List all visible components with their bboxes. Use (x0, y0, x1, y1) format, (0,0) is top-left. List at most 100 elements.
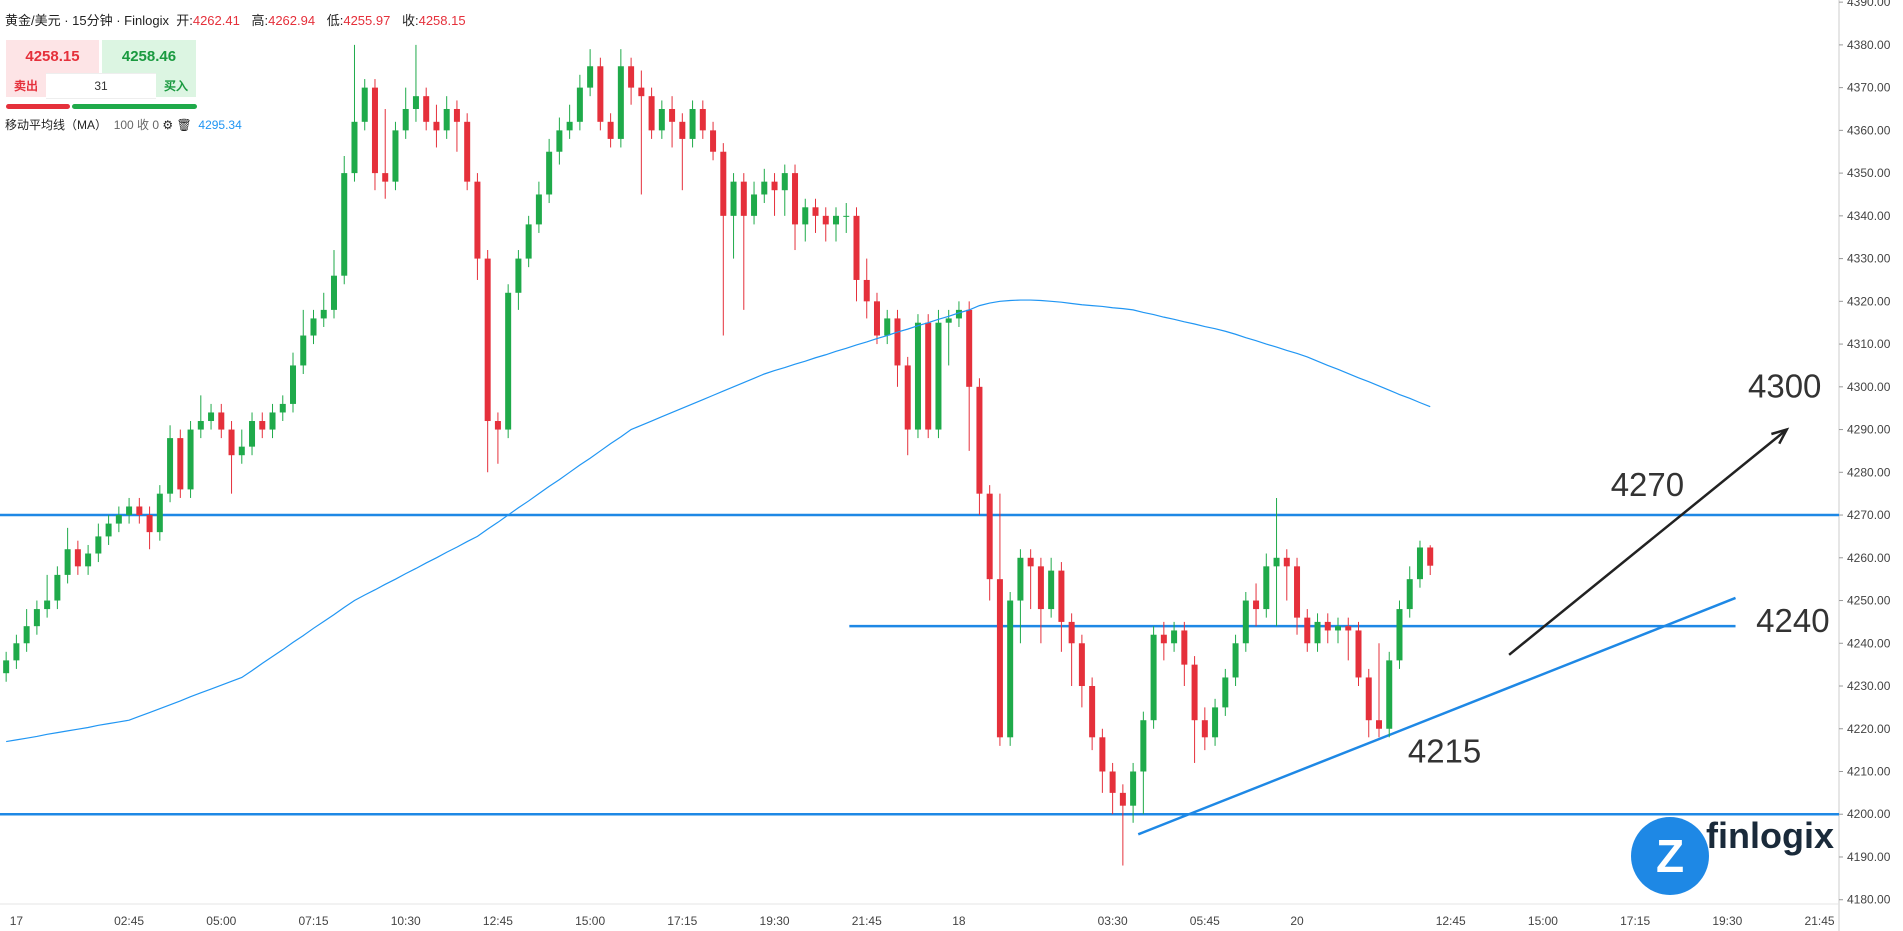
x-tick-label: 18 (952, 914, 966, 928)
y-tick-label: 4240.00 (1847, 636, 1891, 650)
x-tick-label: 17:15 (667, 914, 697, 928)
candle-body (423, 96, 430, 122)
candle-body (904, 365, 911, 430)
candle-body (1150, 634, 1157, 721)
y-tick-label: 4260.00 (1847, 551, 1891, 565)
annotation: 4240 (1756, 602, 1829, 639)
candle-body (259, 421, 266, 430)
candle-body (966, 309, 973, 387)
candle-body (187, 429, 194, 490)
spread: 31 (46, 73, 156, 99)
candle-body (54, 574, 61, 601)
indicator-params: 100 收 0 (113, 118, 160, 132)
candle-body (607, 121, 614, 139)
candle-body (863, 279, 870, 302)
candle-body (1294, 566, 1301, 618)
buy-price[interactable]: 4258.46 (102, 40, 196, 73)
candle-body (955, 309, 962, 319)
low-label: 低: (326, 13, 344, 28)
annotation: 4215 (1408, 733, 1481, 770)
candle-body (638, 87, 645, 97)
candle-body (44, 600, 51, 610)
candle-body (392, 130, 399, 182)
annotation: 4300 (1748, 368, 1821, 405)
y-tick-label: 4230.00 (1847, 679, 1891, 693)
candle-body (843, 215, 850, 217)
indicator-name: 移动平均线（MA） (5, 118, 108, 132)
candle-body (1263, 566, 1270, 610)
candle-body (433, 121, 440, 131)
candle-body (587, 66, 594, 88)
candle-body (535, 194, 542, 225)
x-tick-label: 05:00 (206, 914, 236, 928)
candle-body (679, 121, 686, 139)
candle-body (310, 318, 317, 336)
candle-body (935, 322, 942, 430)
y-tick-label: 4370.00 (1847, 81, 1891, 95)
y-tick-label: 4200.00 (1847, 807, 1891, 821)
x-tick-label: 03:30 (1098, 914, 1128, 928)
ma-line (6, 299, 1431, 743)
candle-body (402, 108, 409, 131)
x-tick-label: 12:45 (1436, 914, 1466, 928)
candle-body (269, 412, 276, 430)
candle-body (1355, 630, 1362, 678)
candle-body (1181, 630, 1188, 665)
candle-body (228, 429, 235, 456)
candle-body (1099, 737, 1106, 772)
candle-body (64, 549, 71, 575)
candle-body (1406, 579, 1413, 610)
sell-price[interactable]: 4258.15 (6, 40, 99, 73)
candle-body (115, 515, 122, 524)
candle-body (330, 275, 337, 310)
y-tick-label: 4340.00 (1847, 209, 1891, 223)
y-tick-label: 4390.00 (1847, 0, 1891, 9)
sell-button[interactable]: 卖出 (6, 73, 46, 97)
candle-body (546, 151, 553, 195)
candle-body (1017, 557, 1024, 601)
candle-body (689, 108, 696, 139)
candle-body (1375, 720, 1382, 729)
candle-body (1345, 626, 1352, 631)
y-tick-label: 4270.00 (1847, 508, 1891, 522)
candle-body (1324, 621, 1331, 631)
candle-body (1160, 634, 1167, 644)
candle-body (208, 412, 215, 422)
candle-body (1335, 626, 1342, 631)
candle-body (320, 309, 327, 319)
candle-body (853, 215, 860, 280)
candle-body (1201, 720, 1208, 738)
candle-body (730, 181, 737, 216)
candle-body (1242, 600, 1249, 644)
x-tick-label: 12:45 (483, 914, 513, 928)
buy-button[interactable]: 买入 (156, 73, 196, 97)
high-value: 4262.94 (268, 13, 316, 28)
arrow-head (1771, 427, 1790, 445)
x-tick-label: 05:45 (1190, 914, 1220, 928)
candle-body (566, 121, 573, 131)
candle-body (1058, 570, 1065, 622)
x-tick-label: 17:15 (1620, 914, 1650, 928)
candle-body (669, 108, 676, 122)
candle-body (371, 87, 378, 174)
y-tick-label: 4290.00 (1847, 423, 1891, 437)
low-value: 4255.97 (343, 13, 391, 28)
candle-body (494, 421, 501, 430)
candle-body (1037, 566, 1044, 610)
candle-body (761, 181, 768, 195)
candle-body (781, 173, 788, 191)
candle-body (771, 181, 778, 191)
candle-body (720, 151, 727, 216)
candle-body (249, 421, 256, 447)
y-tick-label: 4330.00 (1847, 252, 1891, 266)
candle-body (474, 181, 481, 259)
candle-body (74, 549, 81, 567)
y-tick-label: 4320.00 (1847, 294, 1891, 308)
candle-body (1416, 547, 1423, 580)
x-tick-label: 15:00 (1528, 914, 1558, 928)
y-tick-label: 4380.00 (1847, 38, 1891, 52)
candle-body (1109, 771, 1116, 793)
logo-text: finlogix (1706, 815, 1834, 856)
